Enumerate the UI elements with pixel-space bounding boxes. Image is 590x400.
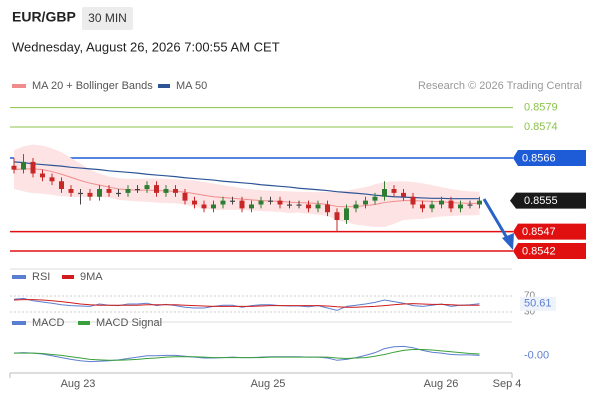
legend-swatch [12,275,26,279]
level-tag [513,150,586,166]
level-label: 0.8566 [522,152,556,164]
ma50-line [13,161,480,200]
candle-body [125,189,131,193]
candle-body [239,200,245,209]
legend-label: MACD Signal [96,317,162,329]
timeframe-button[interactable] [82,7,133,30]
candle-body [429,204,435,209]
projection-arrow [482,198,514,250]
candle-body [296,204,302,206]
indicator-line [13,299,480,308]
candle-body [201,204,207,209]
candle-body [410,196,416,205]
candle-body [59,181,64,189]
y-tick-label: 30 [524,307,536,318]
legend-swatch [12,84,26,88]
legend-swatch [78,321,90,325]
candle-body [467,204,473,206]
y-tick-label: 70 [524,291,536,302]
candle-body [325,204,330,213]
candle-body [78,192,83,195]
level-label: 0.8579 [524,102,558,114]
current-value-tag [520,296,556,311]
candle-body [391,189,397,193]
candle-body [277,200,283,205]
indicator-line [13,345,480,363]
candle-body [97,189,102,197]
legend-label: MA 50 [176,80,207,92]
candle-body [420,204,425,209]
candle-body [439,200,444,205]
candle-body [40,173,45,178]
candle-body [372,196,378,201]
current-value-label: 50.61 [524,298,552,310]
bollinger-band [14,144,480,227]
current-price-label: 0.8555 [524,195,558,207]
candle-body [68,189,74,193]
candle-body [344,208,349,220]
candle-body [363,200,368,205]
candle-body [116,192,121,195]
candle-body [144,185,150,189]
legend-label: MACD [32,317,64,329]
candle-body [182,192,188,201]
candle-body [353,204,359,209]
candle-body [315,204,321,209]
candle-body [477,200,482,205]
current-price-tag [510,192,586,209]
x-tick-label: Sep 4 [493,378,522,390]
candle-body [87,192,93,197]
x-tick-label: Aug 25 [251,378,286,390]
timeframe[interactable]: 30 MIN [88,11,127,25]
level-label: 0.8542 [522,245,556,257]
legend-swatch [12,321,26,325]
candle-body [211,204,216,209]
candle-body [249,204,254,209]
candle-body [135,189,140,191]
candle-body [11,165,17,170]
candle-body [163,189,169,193]
candle-body [258,200,264,205]
candle-body [287,204,292,206]
candle-body [49,177,55,182]
candle-body [173,189,178,193]
level-label: 0.8574 [524,121,558,133]
legend-label: MA 20 + Bollinger Bands [32,80,153,92]
candle-body [306,204,311,209]
candle-body [334,212,340,220]
symbol: EUR/GBP [12,9,76,25]
source: Research © 2026 Trading Central [418,80,582,92]
plot: Aug 23 Aug 25 Aug 26 Sep 4 MA 20 + Bollinger… [10,80,586,390]
legend-label: RSI [32,271,50,283]
ma20-line [13,168,480,208]
candle-body [220,200,226,205]
indicator-line [14,349,480,361]
candle-body [458,204,463,209]
x-tick-label: Aug 26 [424,378,459,390]
x-tick-label: Aug 23 [61,378,96,390]
level-tag [513,223,586,240]
candle-body [448,200,454,209]
candle-body [21,161,26,170]
candle-body [268,200,273,202]
candle-body [230,200,235,202]
candle-body [154,185,159,193]
candle-body [382,189,387,197]
legend-swatch [62,275,74,279]
level-label: 0.8547 [522,226,556,238]
level-tag [513,243,586,259]
candle-body [106,189,112,193]
candle-body [401,192,406,197]
legend-label: 9MA [80,271,103,283]
current-value-label: -0.00 [524,349,549,361]
candle-body [30,161,36,174]
timestamp: Wednesday, August 26, 2026 7:00:55 AM CE… [12,39,280,54]
legend-swatch [158,84,170,88]
candle-body [192,200,197,205]
